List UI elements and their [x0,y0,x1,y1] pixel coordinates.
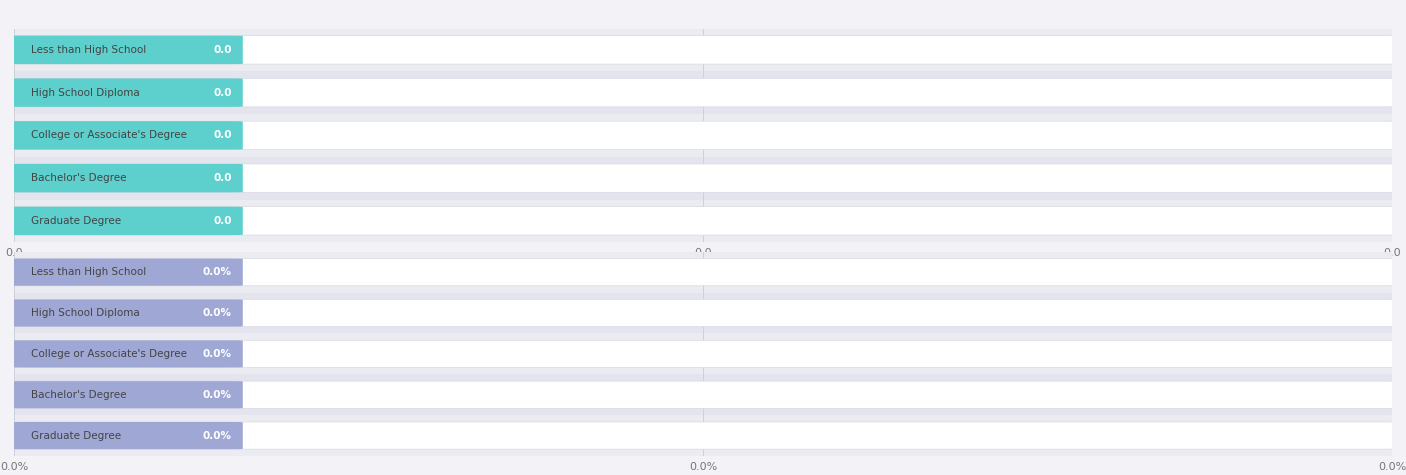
FancyBboxPatch shape [7,381,1398,408]
Text: 0.0: 0.0 [214,130,232,141]
Text: Less than High School: Less than High School [31,45,146,55]
FancyBboxPatch shape [7,207,243,235]
Text: College or Associate's Degree: College or Associate's Degree [31,349,187,359]
FancyBboxPatch shape [7,36,1398,64]
Text: High School Diploma: High School Diploma [31,87,139,98]
FancyBboxPatch shape [7,258,243,286]
FancyBboxPatch shape [7,299,243,327]
FancyBboxPatch shape [7,340,243,368]
FancyBboxPatch shape [7,422,243,449]
Bar [14,71,1392,114]
FancyBboxPatch shape [7,340,1398,368]
Text: 0.0: 0.0 [214,45,232,55]
Text: 0.0%: 0.0% [202,267,232,277]
Bar [14,374,1392,415]
FancyBboxPatch shape [7,121,243,150]
Bar [14,114,1392,157]
Bar [14,293,1392,333]
Text: Bachelor's Degree: Bachelor's Degree [31,173,127,183]
Text: High School Diploma: High School Diploma [31,308,139,318]
Text: Graduate Degree: Graduate Degree [31,216,121,226]
FancyBboxPatch shape [7,422,1398,449]
FancyBboxPatch shape [7,207,1398,235]
FancyBboxPatch shape [7,164,1398,192]
FancyBboxPatch shape [7,121,1398,150]
FancyBboxPatch shape [7,36,243,64]
FancyBboxPatch shape [7,258,1398,286]
Text: 0.0: 0.0 [214,173,232,183]
Text: 0.0: 0.0 [214,216,232,226]
Text: 0.0%: 0.0% [202,430,232,441]
Text: 0.0%: 0.0% [202,349,232,359]
Text: Bachelor's Degree: Bachelor's Degree [31,390,127,400]
Text: 0.0%: 0.0% [202,308,232,318]
Text: Less than High School: Less than High School [31,267,146,277]
FancyBboxPatch shape [7,299,1398,327]
Bar [14,333,1392,374]
Text: Graduate Degree: Graduate Degree [31,430,121,441]
Text: College or Associate's Degree: College or Associate's Degree [31,130,187,141]
Bar [14,252,1392,293]
Bar [14,157,1392,200]
Bar [14,415,1392,456]
Text: 0.0: 0.0 [214,87,232,98]
Bar [14,200,1392,242]
Bar [14,28,1392,71]
Text: 0.0%: 0.0% [202,390,232,400]
FancyBboxPatch shape [7,78,243,107]
FancyBboxPatch shape [7,78,1398,107]
FancyBboxPatch shape [7,164,243,192]
FancyBboxPatch shape [7,381,243,408]
